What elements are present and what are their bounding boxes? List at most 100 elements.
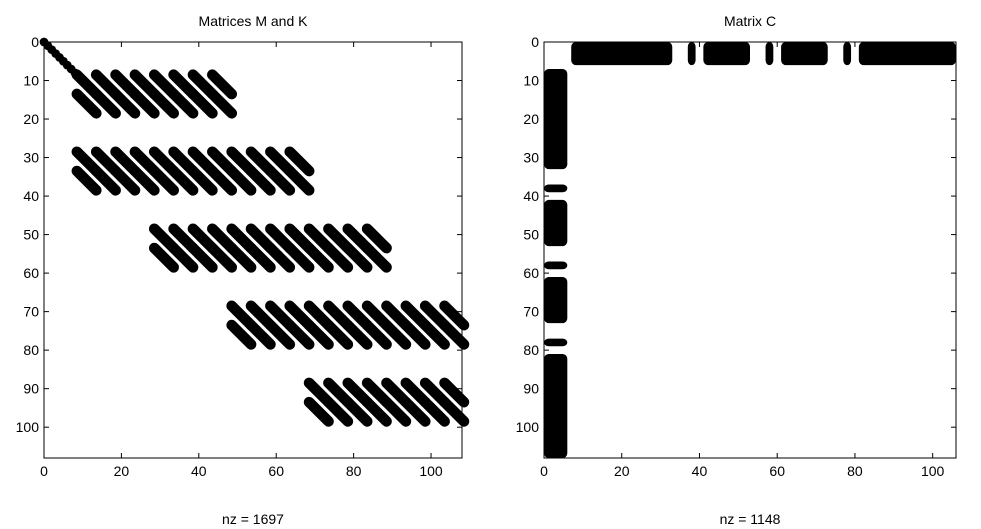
nonzero-stripe	[439, 300, 470, 331]
nonzero-marks	[544, 42, 956, 458]
spy-plot-c: Matrix C 0 20 40 60 80 100 0 10 20 30 40 50 60 70 80 90…	[516, 13, 957, 527]
nonzero-stripe	[71, 88, 102, 119]
nonzero-band-row	[781, 42, 828, 66]
y-tick-label: 0	[531, 34, 539, 50]
x-tick-label: 80	[847, 463, 863, 479]
nonzero-stripe	[400, 319, 431, 350]
nonzero-stripe	[148, 165, 179, 196]
x-axis-label: nz = 1697	[222, 511, 284, 527]
y-tick-label: 20	[23, 111, 39, 127]
x-tick-label: 80	[346, 463, 362, 479]
y-tick-label: 0	[31, 34, 39, 50]
nonzero-stripe	[226, 242, 257, 273]
nonzero-stripe	[90, 88, 121, 119]
nonzero-stripe	[419, 319, 450, 350]
nonzero-stripe	[439, 377, 470, 408]
plot-frame	[43, 41, 463, 459]
nonzero-stripe	[361, 396, 392, 427]
nonzero-stripe	[110, 88, 141, 119]
nonzero-stripe	[323, 319, 354, 350]
nonzero-stripe	[361, 223, 392, 254]
nonzero-stripe	[284, 165, 315, 196]
nonzero-stripe	[342, 396, 373, 427]
y-tick-label: 10	[523, 73, 539, 89]
nonzero-stripe	[245, 319, 276, 350]
nonzero-band-row	[843, 42, 852, 66]
y-tick-label: 70	[523, 304, 539, 320]
y-tick-label: 60	[23, 265, 39, 281]
nonzero-stripe	[226, 319, 257, 350]
axis-ticks: 0 20 40 60 80 100 0 10 20 30 40 50 60 70 80 90 100	[16, 34, 462, 479]
y-tick-label: 50	[523, 227, 539, 243]
nonzero-stripe	[265, 242, 296, 273]
y-tick-label: 60	[523, 265, 539, 281]
y-tick-label: 70	[23, 304, 39, 320]
nonzero-stripe	[342, 242, 373, 273]
nonzero-stripe	[303, 396, 334, 427]
nonzero-band-row	[571, 42, 673, 66]
nonzero-stripe	[207, 69, 238, 100]
nonzero-stripe	[323, 242, 354, 273]
nonzero-band-column	[544, 199, 568, 247]
nonzero-stripe	[245, 242, 276, 273]
plot-frame	[543, 41, 957, 459]
x-tick-label: 40	[692, 463, 708, 479]
y-tick-label: 90	[23, 381, 39, 397]
y-tick-label: 100	[16, 419, 40, 435]
nonzero-band-row	[687, 42, 696, 66]
nonzero-stripe	[439, 396, 470, 427]
nonzero-stripe	[90, 165, 121, 196]
x-axis-label: nz = 1148	[720, 511, 781, 527]
y-tick-label: 80	[523, 342, 539, 358]
nonzero-stripe	[342, 319, 373, 350]
x-tick-label: 100	[921, 463, 945, 479]
nonzero-stripe	[265, 165, 296, 196]
nonzero-band-column	[544, 338, 568, 347]
x-tick-label: 100	[419, 463, 443, 479]
nonzero-stripe	[245, 165, 276, 196]
y-tick-label: 50	[23, 227, 39, 243]
nonzero-stripe	[148, 242, 179, 273]
nonzero-stripe	[148, 88, 179, 119]
nonzero-stripe	[284, 242, 315, 273]
x-tick-label: 60	[769, 463, 785, 479]
spy-plot-m-and-k: Matrices M and K 0 20 40 60 80 100 0 10 20 30 40 50…	[16, 13, 470, 527]
axis-ticks: 0 20 40 60 80 100 0 10 20 30 40 50 60 70 80 90 100	[516, 34, 956, 479]
nonzero-marks	[39, 37, 470, 427]
nonzero-band-row	[858, 42, 956, 66]
nonzero-stripe	[168, 242, 199, 273]
y-tick-label: 40	[523, 188, 539, 204]
nonzero-stripe	[303, 242, 334, 273]
nonzero-stripe	[419, 396, 450, 427]
y-tick-label: 90	[523, 381, 539, 397]
x-tick-label: 0	[540, 463, 548, 479]
y-tick-label: 40	[23, 188, 39, 204]
x-tick-label: 60	[268, 463, 284, 479]
nonzero-stripe	[226, 165, 257, 196]
nonzero-stripe	[207, 88, 238, 119]
x-tick-label: 20	[614, 463, 630, 479]
y-tick-label: 30	[23, 150, 39, 166]
nonzero-stripe	[187, 165, 218, 196]
nonzero-band-column	[544, 184, 568, 193]
x-tick-label: 40	[191, 463, 207, 479]
y-tick-label: 80	[23, 342, 39, 358]
nonzero-band-column	[544, 68, 568, 170]
nonzero-stripe	[168, 88, 199, 119]
nonzero-stripe	[129, 165, 160, 196]
nonzero-stripe	[400, 396, 431, 427]
nonzero-stripe	[303, 319, 334, 350]
nonzero-stripe	[110, 165, 141, 196]
nonzero-band-column	[544, 354, 568, 458]
nonzero-band-column	[544, 276, 568, 324]
nonzero-band-column	[544, 261, 568, 270]
nonzero-stripe	[361, 319, 392, 350]
nonzero-stripe	[71, 165, 102, 196]
nonzero-stripe	[187, 242, 218, 273]
nonzero-stripe	[284, 319, 315, 350]
chart-title: Matrices M and K	[199, 13, 309, 29]
chart-title: Matrix C	[724, 13, 776, 29]
y-tick-label: 30	[523, 150, 539, 166]
nonzero-stripe	[187, 88, 218, 119]
